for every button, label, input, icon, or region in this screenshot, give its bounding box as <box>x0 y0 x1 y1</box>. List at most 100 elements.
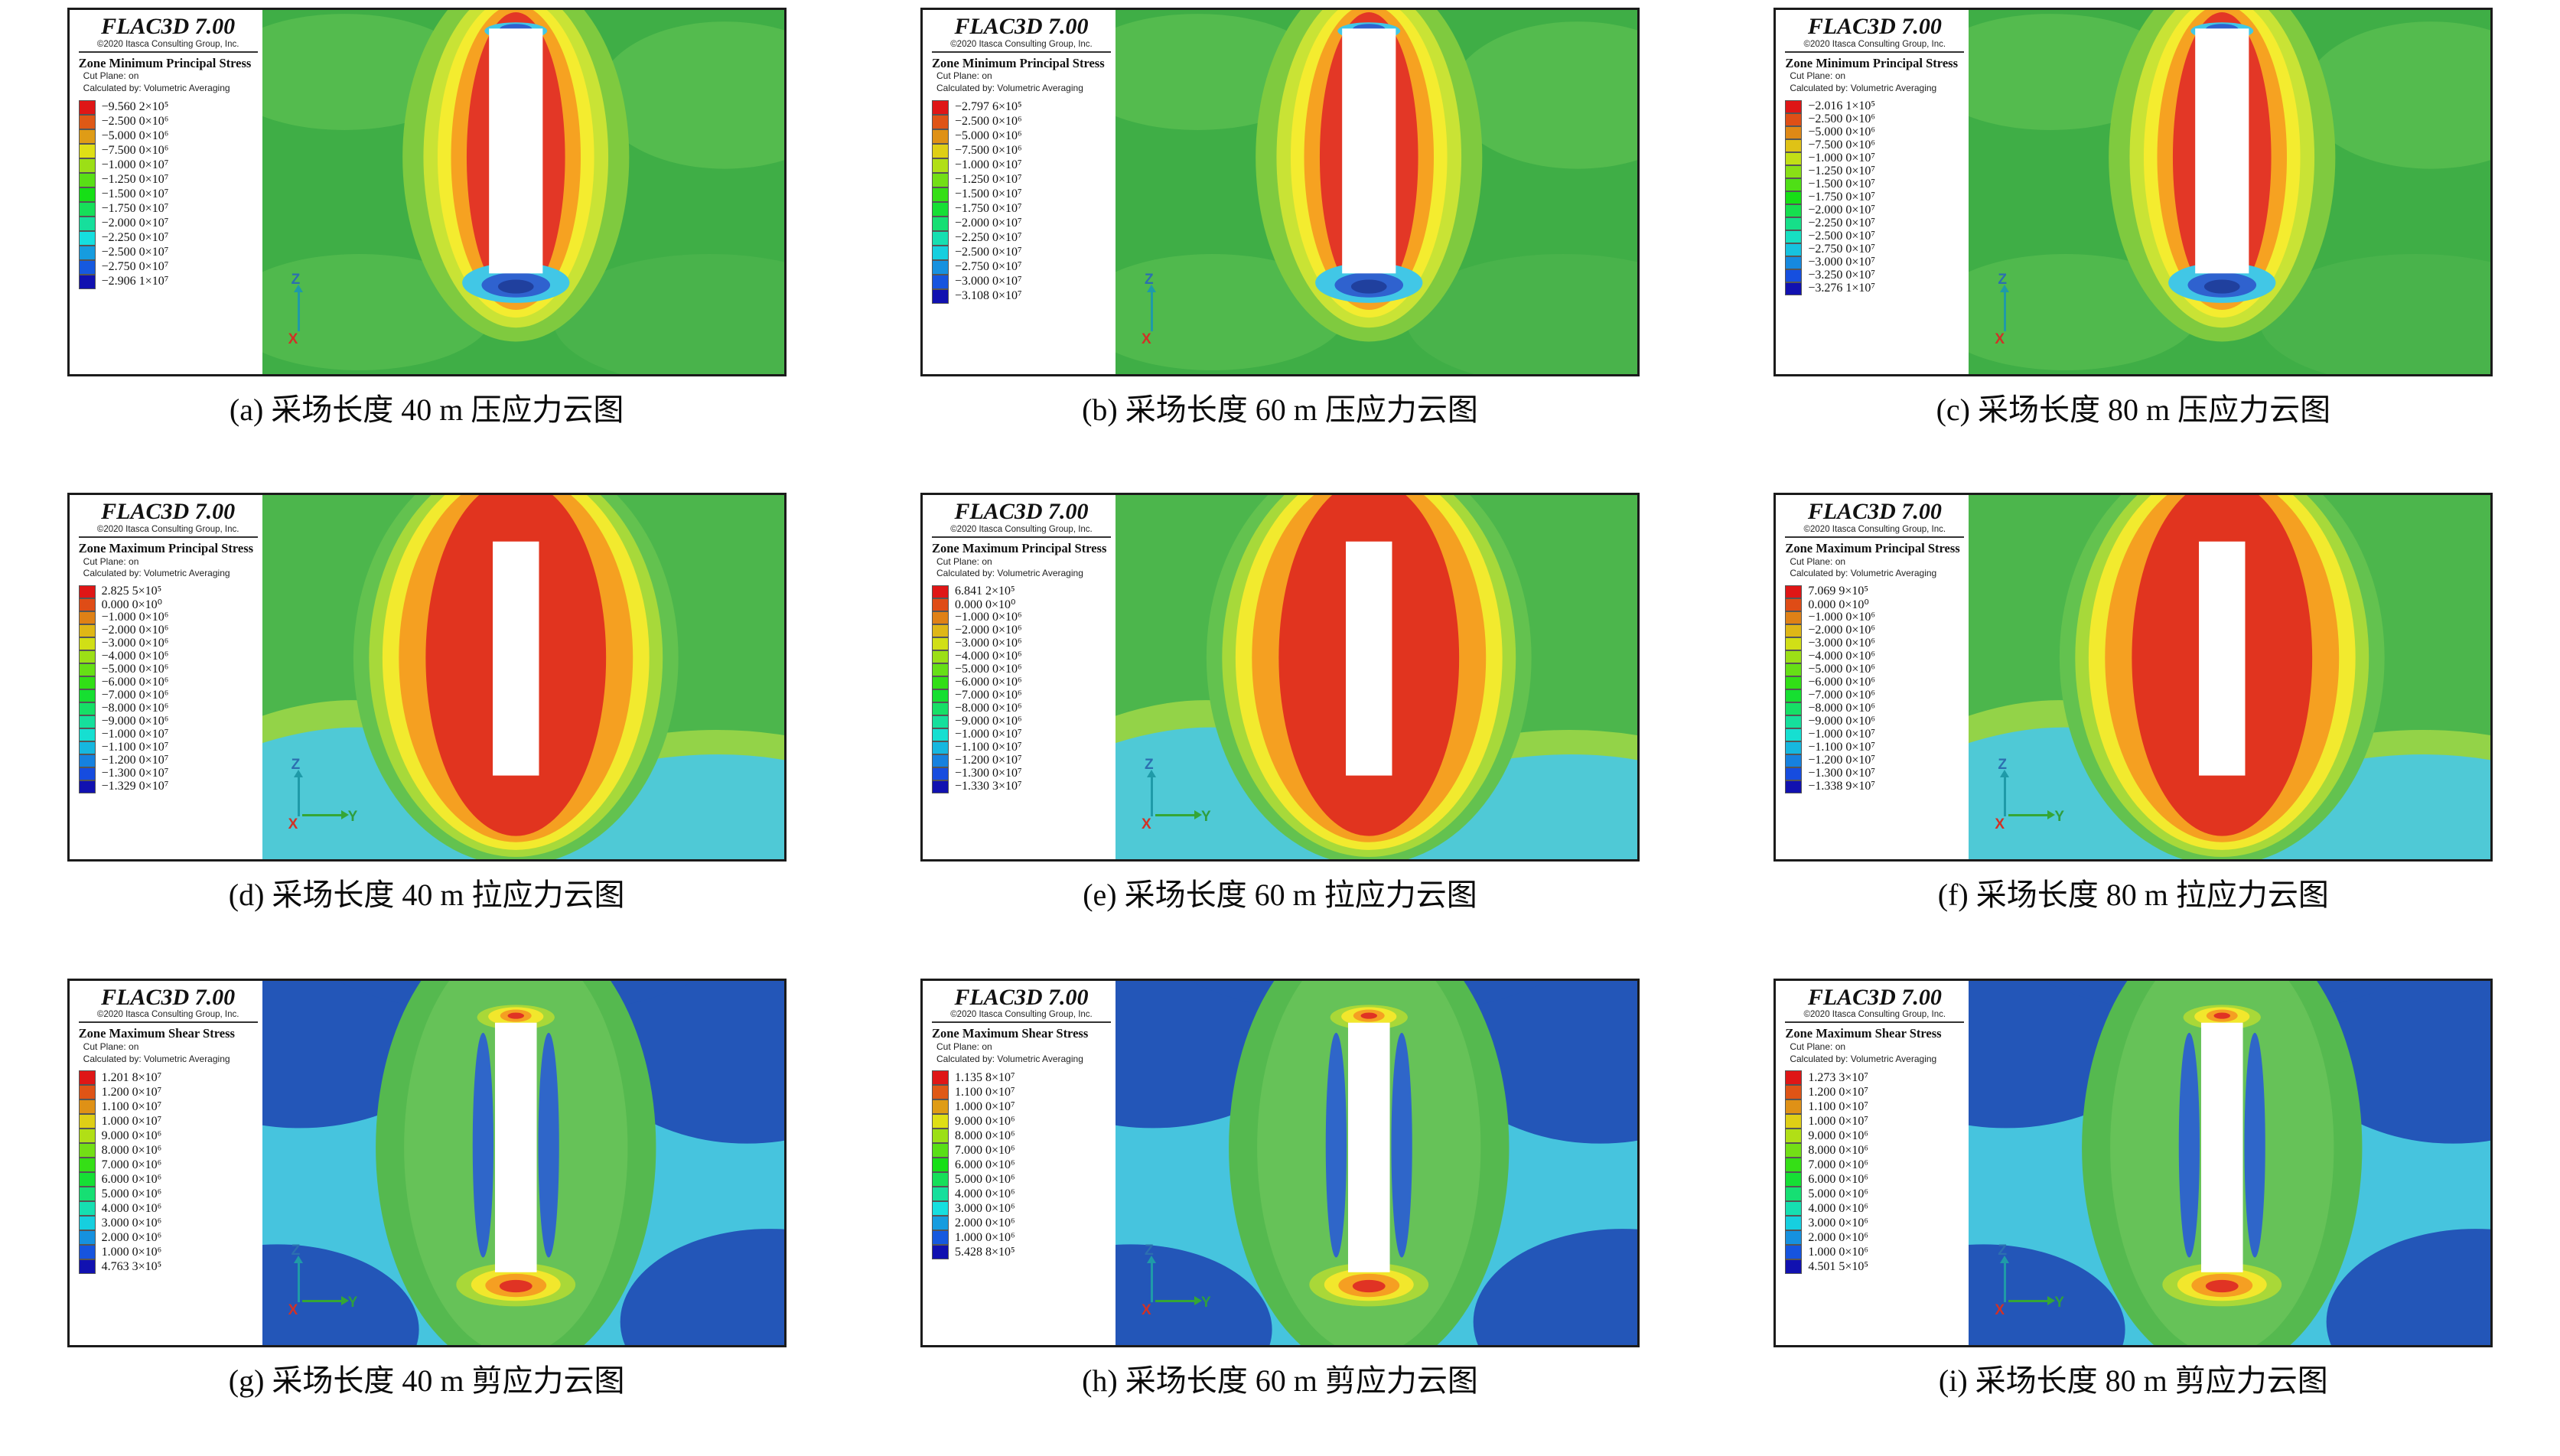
scale-value: 2.825 5×10⁵ <box>101 585 162 598</box>
color-swatch <box>931 611 949 624</box>
scale-row: −1.000 0×10⁷ <box>931 728 1111 741</box>
y-axis-line <box>1155 810 1202 820</box>
color-swatch <box>931 245 949 260</box>
app-title: FLAC3D 7.00 <box>954 499 1089 525</box>
scale-row: 7.000 0×10⁶ <box>1785 1158 1964 1173</box>
scale-value: 4.763 3×10⁵ <box>101 1259 162 1273</box>
color-swatch <box>931 585 949 598</box>
color-swatch <box>1785 650 1803 663</box>
scale-row: 6.000 0×10⁶ <box>931 1158 1111 1173</box>
scale-row: −7.000 0×10⁶ <box>931 689 1111 702</box>
color-scale: −2.016 1×10⁵ −2.500 0×10⁶ −5.000 0×10⁶ −7.5… <box>1785 99 1964 295</box>
scale-value: −7.500 0×10⁶ <box>101 144 169 158</box>
scale-value: −9.560 2×10⁵ <box>101 100 169 114</box>
color-scale: 7.069 9×10⁵ 0.000 0×10⁰ −1.000 0×10⁶ −2.000… <box>1785 585 1964 793</box>
color-swatch <box>931 1245 949 1260</box>
color-swatch <box>78 259 96 275</box>
scale-value: −1.000 0×10⁷ <box>101 728 169 741</box>
app-title: FLAC3D 7.00 <box>101 984 236 1010</box>
cut-plane-label: Cut Plane: on <box>936 555 992 567</box>
calc-method-label: Calculated by: Volumetric Averaging <box>1790 83 1937 94</box>
axis-x-label: X <box>1141 816 1151 833</box>
color-swatch <box>1785 689 1803 702</box>
color-swatch <box>1785 138 1803 152</box>
color-swatch <box>78 780 96 793</box>
color-swatch <box>1785 702 1803 715</box>
scale-row: 2.000 0×10⁶ <box>1785 1230 1964 1246</box>
color-swatch <box>1785 269 1803 282</box>
scale-value: 4.000 0×10⁶ <box>101 1201 162 1215</box>
scale-row: −1.000 0×10⁷ <box>1785 728 1964 741</box>
scale-value: 1.200 0×10⁷ <box>101 1085 162 1099</box>
scale-row: −1.000 0×10⁶ <box>78 611 258 624</box>
color-swatch <box>78 1172 96 1187</box>
color-swatch <box>78 1245 96 1260</box>
copyright-text: ©2020 Itasca Consulting Group, Inc. <box>1803 524 1946 534</box>
scale-row: −1.300 0×10⁷ <box>1785 767 1964 780</box>
panel-header: FLAC3D 7.00 ©2020 Itasca Consulting Grou… <box>1785 14 1965 53</box>
legend-title: Zone Minimum Principal Stress <box>1785 55 1958 70</box>
color-swatch <box>78 129 96 144</box>
color-swatch <box>78 1070 96 1086</box>
axis-triad: Z X <box>1138 272 1223 348</box>
color-scale: 1.135 8×10⁷ 1.100 0×10⁷ 1.000 0×10⁷ 9.000 0… <box>931 1070 1111 1260</box>
color-swatch <box>78 1187 96 1202</box>
scale-row: 9.000 0×10⁶ <box>1785 1129 1964 1144</box>
scale-value: 5.000 0×10⁶ <box>101 1187 162 1200</box>
app-title: FLAC3D 7.00 <box>1807 14 1942 39</box>
scale-row: −5.000 0×10⁶ <box>1785 125 1964 139</box>
legend-panel: FLAC3D 7.00 ©2020 Itasca Consulting Grou… <box>1776 10 1969 374</box>
calc-method-label: Calculated by: Volumetric Averaging <box>1790 1053 1937 1064</box>
scale-value: −4.000 0×10⁶ <box>101 650 169 663</box>
color-swatch <box>78 585 96 598</box>
scale-value: −5.000 0×10⁶ <box>954 663 1022 676</box>
scale-value: −1.200 0×10⁷ <box>101 754 169 767</box>
scale-value: 0.000 0×10⁰ <box>1808 598 1869 612</box>
calc-method-label: Calculated by: Volumetric Averaging <box>83 568 230 579</box>
copyright-text: ©2020 Itasca Consulting Group, Inc. <box>950 524 1093 534</box>
cut-plane-label: Cut Plane: on <box>83 1041 139 1053</box>
axis-z-label: Z <box>291 1242 301 1259</box>
color-swatch <box>1785 663 1803 676</box>
color-swatch <box>931 201 949 217</box>
color-swatch <box>1785 754 1803 767</box>
scale-value: −2.500 0×10⁶ <box>101 115 169 129</box>
color-swatch <box>78 663 96 676</box>
scale-value: −1.000 0×10⁷ <box>1808 151 1875 165</box>
scale-value: −9.000 0×10⁶ <box>1808 715 1875 728</box>
scale-value: −1.100 0×10⁷ <box>954 741 1022 754</box>
flac3d-panel: FLAC3D 7.00 ©2020 Itasca Consulting Grou… <box>67 978 787 1347</box>
scale-value: 7.069 9×10⁵ <box>1808 585 1868 598</box>
scale-value: −2.000 0×10⁶ <box>954 624 1022 637</box>
scale-value: −2.250 0×10⁷ <box>101 231 169 245</box>
color-swatch <box>1785 1245 1803 1260</box>
scale-row: 5.428 8×10⁵ <box>931 1245 1111 1260</box>
scale-value: 1.000 0×10⁶ <box>954 1230 1015 1244</box>
scale-row: −2.250 0×10⁷ <box>931 230 1111 246</box>
color-swatch <box>78 187 96 202</box>
scale-row: −1.000 0×10⁶ <box>931 611 1111 624</box>
scale-value: −2.750 0×10⁷ <box>954 260 1022 274</box>
scale-row: 5.000 0×10⁶ <box>931 1172 1111 1187</box>
scale-row: −2.250 0×10⁷ <box>78 230 258 246</box>
calc-method-label: Calculated by: Volumetric Averaging <box>936 83 1083 94</box>
scale-value: −1.300 0×10⁷ <box>954 767 1022 780</box>
cut-plane-label: Cut Plane: on <box>83 555 139 567</box>
color-swatch <box>931 129 949 144</box>
color-swatch <box>78 754 96 767</box>
scale-row: −2.750 0×10⁷ <box>78 259 258 275</box>
color-scale: 1.273 3×10⁷ 1.200 0×10⁷ 1.100 0×10⁷ 1.000 0… <box>1785 1070 1964 1275</box>
color-swatch <box>931 1114 949 1129</box>
panel-header: FLAC3D 7.00 ©2020 Itasca Consulting Grou… <box>1785 985 1965 1024</box>
color-swatch <box>78 1216 96 1231</box>
color-swatch <box>78 114 96 129</box>
figure-cell-c: FLAC3D 7.00 ©2020 Itasca Consulting Grou… <box>1707 0 2560 485</box>
calc-method-label: Calculated by: Volumetric Averaging <box>936 568 1083 579</box>
y-axis-line <box>2008 810 2056 820</box>
scale-value: −2.000 0×10⁷ <box>101 217 169 230</box>
flac3d-panel: FLAC3D 7.00 ©2020 Itasca Consulting Grou… <box>920 978 1640 1347</box>
scale-row: −3.000 0×10⁶ <box>931 637 1111 650</box>
color-swatch <box>1785 178 1803 191</box>
scale-value: −3.000 0×10⁶ <box>954 637 1022 650</box>
